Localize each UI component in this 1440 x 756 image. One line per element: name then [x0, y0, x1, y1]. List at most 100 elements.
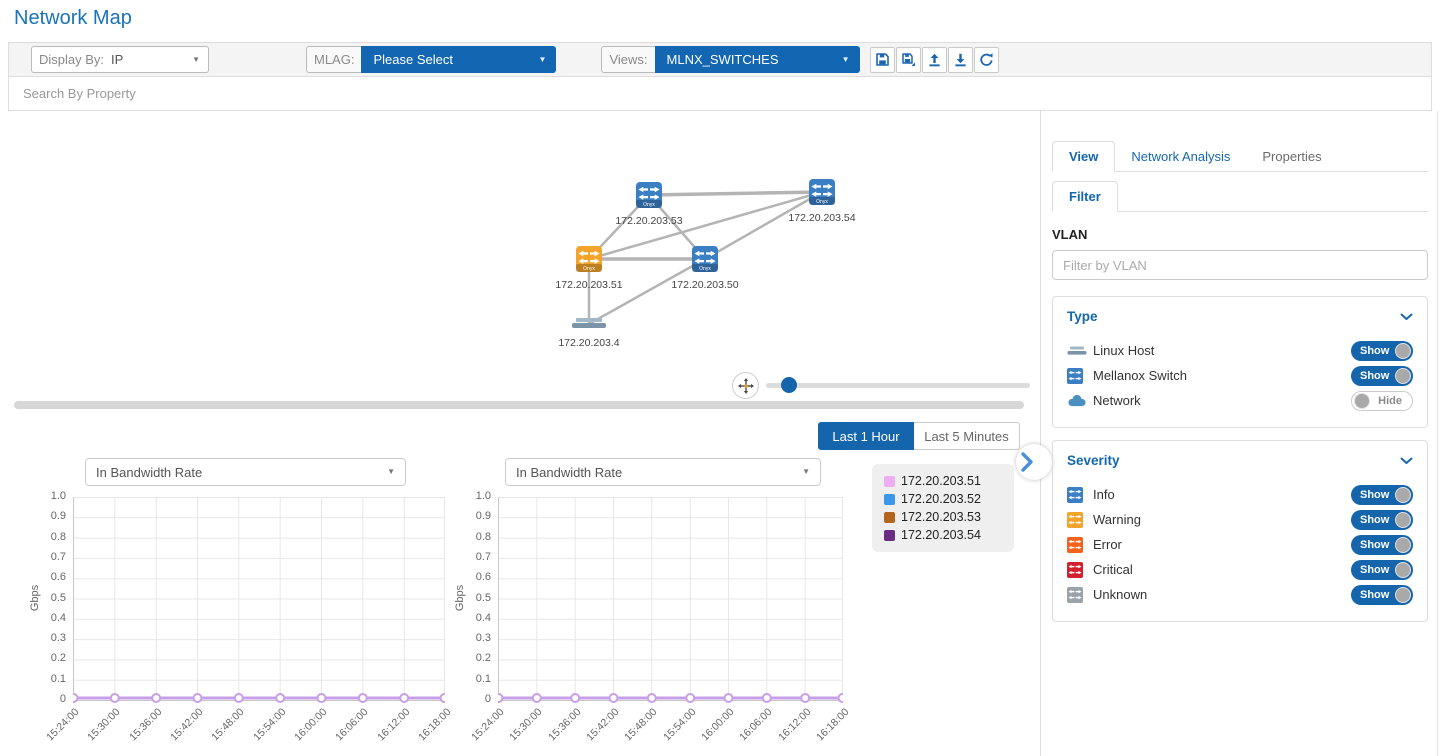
legend-swatch [884, 529, 895, 541]
y-tick: 0.6 [475, 571, 491, 583]
save-icon [875, 53, 889, 66]
download-icon [954, 53, 966, 67]
linux-host-icon [1067, 346, 1093, 356]
mellanox-switch-icon: Onyx [692, 246, 718, 272]
node-switch-54[interactable]: Onyx 172.20.203.54 [774, 179, 870, 224]
toggle-linux-host[interactable]: Show [1351, 340, 1413, 361]
toggle-knob [1395, 511, 1411, 528]
refresh-button[interactable] [973, 46, 999, 73]
display-by-value: IP [111, 52, 124, 67]
chart1-metric-select[interactable]: In Bandwidth Rate ▼ [85, 458, 406, 486]
save-as-icon [901, 53, 915, 66]
tab-properties[interactable]: Properties [1262, 149, 1322, 164]
zoom-slider-thumb[interactable] [781, 377, 797, 393]
mellanox-switch-warning-icon: Onyx [576, 246, 602, 272]
toggle-mellanox-switch[interactable]: Show [1351, 365, 1413, 386]
svg-text:Onyx: Onyx [643, 202, 655, 208]
node-label: 172.20.203.53 [615, 215, 683, 227]
severity-item-info: Info Show [1067, 482, 1413, 507]
chevron-down-icon [1400, 457, 1413, 464]
tab-view[interactable]: View [1052, 141, 1116, 172]
legend-item: 172.20.203.52 [884, 492, 1002, 506]
y-tick: 1.0 [475, 490, 491, 502]
upload-icon [928, 53, 940, 67]
search-input[interactable] [9, 77, 1431, 110]
legend-swatch [884, 493, 895, 505]
pan-mode-button[interactable] [732, 372, 759, 399]
refresh-icon [979, 53, 993, 66]
toolbar-iconbar [869, 46, 1000, 73]
move-crosshair-icon [737, 377, 754, 394]
vlan-filter-input[interactable] [1052, 250, 1428, 280]
tab-filter[interactable]: Filter [1052, 181, 1118, 212]
toggle-info[interactable]: Show [1351, 484, 1413, 505]
y-tick: 0.1 [50, 673, 66, 685]
toggle-knob [1395, 561, 1411, 578]
panel-collapse-button[interactable] [1016, 444, 1052, 480]
save-as-button[interactable] [895, 46, 921, 73]
chart1-metric-value: In Bandwidth Rate [96, 464, 203, 480]
y-tick: 0.8 [475, 531, 491, 543]
node-host-4[interactable]: 172.20.203.4 [541, 317, 637, 349]
topology-edges [587, 190, 823, 326]
panel-right-border [1437, 111, 1438, 756]
type-section-header[interactable]: Type [1067, 309, 1413, 324]
chart2-metric-select[interactable]: In Bandwidth Rate ▼ [505, 458, 821, 486]
node-label: 172.20.203.54 [788, 212, 856, 224]
legend-item: 172.20.203.51 [884, 474, 1002, 488]
severity-section: Severity Info Show [1052, 440, 1428, 622]
search-bar [8, 77, 1432, 111]
type-item-linux-host: Linux Host Show [1067, 338, 1413, 363]
legend-item: 172.20.203.54 [884, 528, 1002, 542]
node-label: 172.20.203.4 [558, 337, 620, 349]
mlag-select[interactable]: Please Select ▼ [361, 46, 557, 73]
tab-last-5-minutes[interactable]: Last 5 Minutes [914, 422, 1020, 450]
tab-last-1-hour[interactable]: Last 1 Hour [818, 422, 914, 450]
save-button[interactable] [869, 46, 895, 73]
toggle-knob [1395, 586, 1411, 603]
y-tick: 0.3 [475, 632, 491, 644]
chevron-down-icon [1400, 313, 1413, 320]
vlan-label: VLAN [1052, 227, 1088, 242]
right-panel: View Network Analysis Properties Filter … [1052, 140, 1428, 622]
caret-down-icon: ▼ [538, 54, 547, 64]
y-tick: 1.0 [50, 490, 66, 502]
node-switch-50[interactable]: Onyx 172.20.203.50 [657, 246, 753, 291]
toggle-network[interactable]: Hide [1351, 390, 1413, 411]
type-item-network: Network Hide [1067, 388, 1413, 413]
mellanox-switch-icon: Onyx [809, 179, 835, 205]
severity-section-header[interactable]: Severity [1067, 453, 1413, 468]
mlag-label: MLAG: [306, 46, 363, 73]
display-by-label: Display By: [39, 52, 105, 67]
y-tick: 0.7 [50, 551, 66, 563]
toggle-warning[interactable]: Show [1351, 509, 1413, 530]
toggle-critical[interactable]: Show [1351, 559, 1413, 580]
chart2-metric-value: In Bandwidth Rate [516, 464, 623, 480]
severity-critical-icon [1067, 561, 1093, 578]
y-tick: 0.2 [50, 652, 66, 664]
mellanox-switch-icon: Onyx [636, 182, 662, 208]
svg-text:Onyx: Onyx [699, 266, 711, 272]
upload-button[interactable] [921, 46, 947, 73]
node-switch-53[interactable]: Onyx 172.20.203.53 [601, 182, 697, 227]
display-by-select[interactable]: Display By: IP ▼ [31, 46, 209, 73]
node-switch-51[interactable]: Onyx 172.20.203.51 [541, 246, 637, 291]
zoom-slider-track[interactable] [766, 383, 1030, 388]
caret-down-icon: ▼ [802, 467, 810, 476]
type-item-mellanox-switch: Mellanox Switch Show [1067, 363, 1413, 388]
y-tick: 0.1 [475, 673, 491, 685]
tab-network-analysis[interactable]: Network Analysis [1131, 149, 1231, 164]
y-tick: 0 [484, 693, 491, 705]
page-title: Network Map [14, 7, 132, 29]
chart1-plot [73, 497, 445, 703]
views-select[interactable]: MLNX_SWITCHES ▼ [654, 46, 860, 73]
severity-warning-icon [1067, 511, 1093, 528]
toggle-unknown[interactable]: Show [1351, 584, 1413, 605]
mellanox-switch-icon [1067, 367, 1093, 384]
horizontal-scrollbar[interactable] [14, 401, 1024, 409]
download-button[interactable] [947, 46, 973, 73]
y-tick: 0.3 [50, 632, 66, 644]
caret-down-icon: ▼ [387, 467, 395, 476]
toggle-error[interactable]: Show [1351, 534, 1413, 555]
severity-item-critical: Critical Show [1067, 557, 1413, 582]
